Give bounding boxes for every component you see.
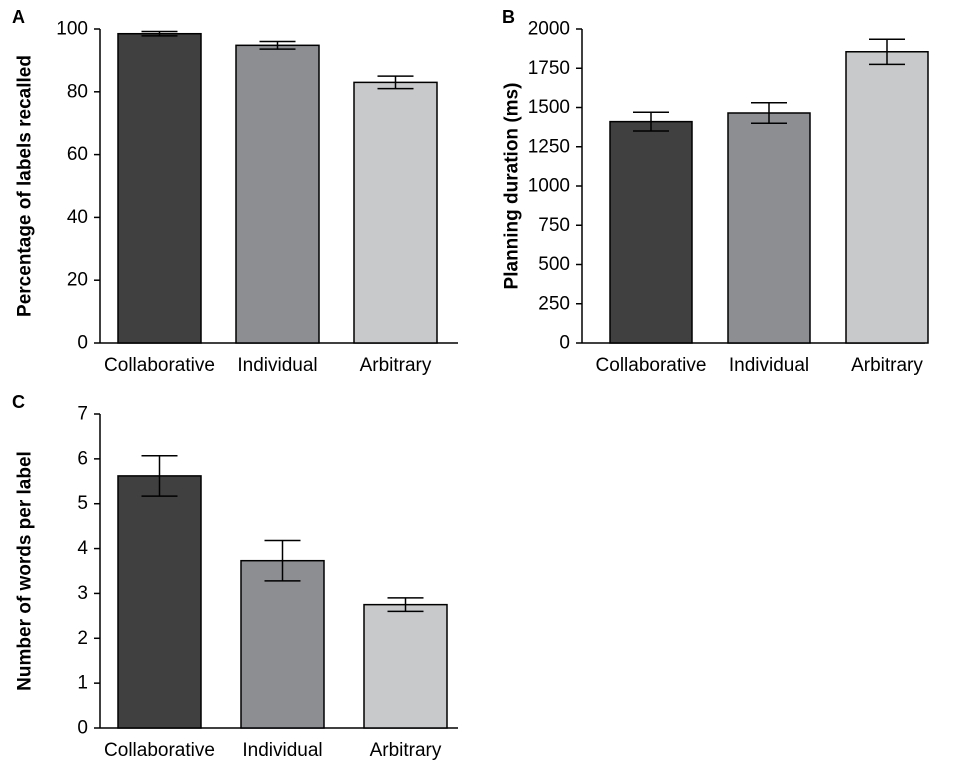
panel-letter: A bbox=[12, 7, 25, 27]
y-tick-label: 2 bbox=[77, 628, 88, 649]
x-category-label: Individual bbox=[729, 355, 809, 376]
x-category-label: Individual bbox=[237, 355, 317, 376]
y-tick-label: 6 bbox=[77, 448, 88, 469]
y-tick-label: 1 bbox=[77, 673, 88, 694]
y-tick-label: 1000 bbox=[528, 176, 570, 197]
y-tick-label: 250 bbox=[538, 293, 570, 314]
panel-letter: B bbox=[502, 7, 515, 27]
y-tick-label: 1750 bbox=[528, 58, 570, 79]
panel-b: B Planning duration (ms) 0 250 500 750 1000 125… bbox=[502, 7, 929, 376]
y-tick-label: 1500 bbox=[528, 97, 570, 118]
y-axis-label: Percentage of labels recalled bbox=[15, 55, 36, 317]
y-tick-label: 20 bbox=[67, 270, 88, 291]
y-tick-label: 5 bbox=[77, 493, 88, 514]
y-tick-label: 0 bbox=[77, 718, 88, 739]
y-tick-label: 4 bbox=[77, 538, 88, 559]
y-tick-label: 1250 bbox=[528, 136, 570, 157]
y-tick-label: 100 bbox=[56, 19, 88, 40]
bar-individual bbox=[240, 559, 325, 729]
y-axis-label: Number of words per label bbox=[15, 451, 36, 691]
bar-arbitrary bbox=[353, 81, 438, 344]
y-tick-label: 7 bbox=[77, 404, 88, 425]
panel-a: A Percentage of labels recalled 0 20 40 60 80 1… bbox=[12, 7, 458, 376]
y-tick-label: 0 bbox=[559, 333, 570, 354]
x-category-label: Collaborative bbox=[104, 355, 215, 376]
x-category-label: Arbitrary bbox=[370, 740, 442, 761]
y-tick-label: 60 bbox=[67, 144, 88, 165]
x-category-label: Arbitrary bbox=[851, 355, 923, 376]
y-tick-label: 750 bbox=[538, 215, 570, 236]
bar-collaborative bbox=[609, 120, 693, 344]
bar-individual bbox=[235, 44, 320, 344]
y-tick-label: 2000 bbox=[528, 19, 570, 40]
y-tick-label: 500 bbox=[538, 254, 570, 275]
y-tick-label: 3 bbox=[77, 583, 88, 604]
bar-individual bbox=[727, 112, 811, 344]
bar-collaborative bbox=[117, 475, 202, 729]
bar-arbitrary bbox=[363, 603, 448, 729]
y-axis-label: Planning duration (ms) bbox=[502, 83, 523, 290]
x-category-label: Collaborative bbox=[596, 355, 707, 376]
panel-c: C Number of words per label 0 1 2 3 4 5 6 7 Collab… bbox=[12, 392, 458, 761]
y-tick-label: 0 bbox=[77, 333, 88, 354]
bar-arbitrary bbox=[845, 51, 929, 344]
x-category-label: Arbitrary bbox=[360, 355, 432, 376]
x-category-label: Individual bbox=[242, 740, 322, 761]
y-tick-label: 80 bbox=[67, 81, 88, 102]
bar-collaborative bbox=[117, 32, 202, 344]
panel-letter: C bbox=[12, 392, 25, 412]
x-category-label: Collaborative bbox=[104, 740, 215, 761]
y-tick-label: 40 bbox=[67, 207, 88, 228]
